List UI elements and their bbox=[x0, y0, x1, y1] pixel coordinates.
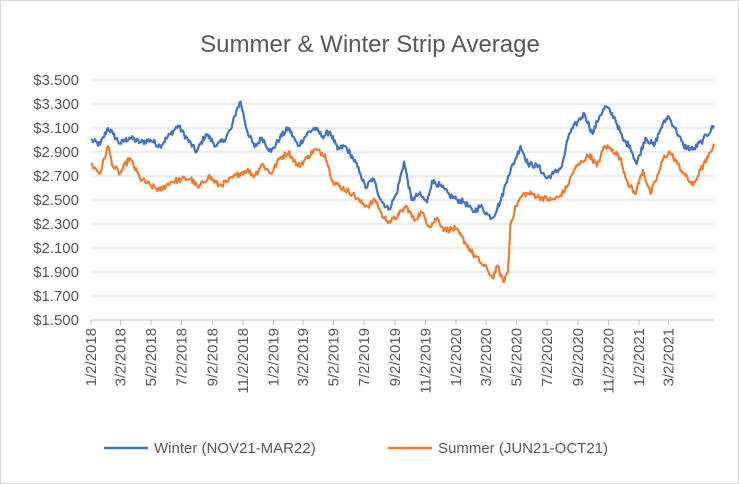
legend: Winter (NOV21-MAR22) Summer (JUN21-OCT21) bbox=[104, 440, 608, 457]
x-tick-label: 9/2/2018 bbox=[205, 328, 222, 386]
x-tick-label: 5/2/2020 bbox=[509, 328, 526, 386]
gridlines bbox=[91, 79, 714, 321]
x-tick-label: 7/2/2020 bbox=[539, 328, 556, 386]
y-tick-label: $2.300 bbox=[33, 216, 79, 233]
x-tick-label: 11/2/2018 bbox=[235, 328, 252, 394]
x-tick-label: 9/2/2019 bbox=[387, 328, 404, 386]
x-tick-label: 11/2/2020 bbox=[601, 328, 618, 394]
y-tick-label: $1.700 bbox=[33, 288, 79, 305]
y-tick-label: $1.500 bbox=[33, 312, 79, 329]
legend-label: Summer (JUN21-OCT21) bbox=[438, 440, 608, 457]
y-tick-label: $2.100 bbox=[33, 240, 79, 257]
y-tick-label: $3.500 bbox=[33, 72, 79, 89]
x-tick-label: 3/2/2021 bbox=[661, 328, 678, 386]
y-axis-ticks: $3.500 $3.300 $3.100 $2.900 $2.700 $2.500 $2.3… bbox=[33, 72, 79, 329]
x-tick-label: 1/2/2020 bbox=[448, 328, 465, 386]
x-tick-label: 7/2/2019 bbox=[356, 328, 373, 386]
x-tick-label: 1/2/2019 bbox=[266, 328, 283, 386]
y-tick-label: $2.900 bbox=[33, 144, 79, 161]
legend-label: Winter (NOV21-MAR22) bbox=[154, 440, 316, 457]
series-line-summer bbox=[90, 143, 716, 284]
x-tick-label: 3/2/2019 bbox=[295, 328, 312, 386]
x-tick-label: 3/2/2020 bbox=[478, 328, 495, 386]
x-tick-label: 9/2/2020 bbox=[570, 328, 587, 386]
series-line-winter bbox=[90, 100, 716, 221]
y-tick-label: $2.500 bbox=[33, 192, 79, 209]
y-tick-label: $1.900 bbox=[33, 264, 79, 281]
x-tick-label: 1/2/2018 bbox=[83, 328, 100, 386]
y-tick-label: $3.300 bbox=[33, 96, 79, 113]
x-tick-label: 1/2/2021 bbox=[631, 328, 648, 386]
chart-title: Summer & Winter Strip Average bbox=[200, 31, 540, 58]
y-tick-label: $3.100 bbox=[33, 120, 79, 137]
x-axis-ticks: 1/2/2018 3/2/2018 5/2/2018 7/2/2018 9/2/2018… bbox=[83, 320, 678, 394]
y-tick-label: $2.700 bbox=[33, 168, 79, 185]
x-tick-label: 7/2/2018 bbox=[174, 328, 191, 386]
x-tick-label: 3/2/2018 bbox=[113, 328, 130, 386]
x-tick-label: 5/2/2018 bbox=[143, 328, 160, 386]
series-lines bbox=[90, 100, 716, 284]
x-tick-label: 11/2/2019 bbox=[418, 328, 435, 394]
x-tick-label: 5/2/2019 bbox=[326, 328, 343, 386]
